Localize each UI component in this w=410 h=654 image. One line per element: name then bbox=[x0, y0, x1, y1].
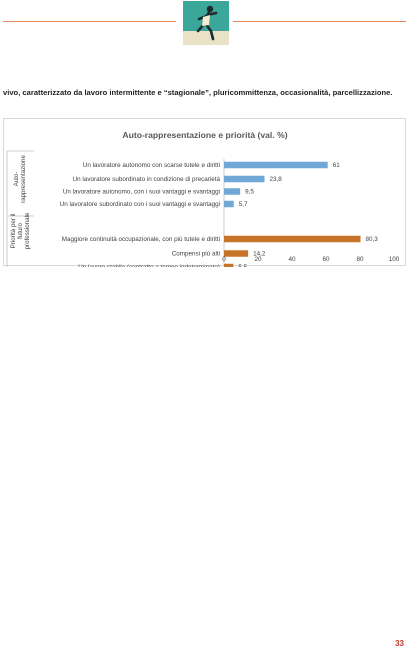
group-label: Priorità per ilfuturoprofessionale bbox=[10, 212, 31, 249]
data-label: 14,2 bbox=[253, 251, 266, 258]
data-label: 9,5 bbox=[245, 189, 254, 196]
x-tick-label: 40 bbox=[288, 256, 296, 263]
x-tick-label: 80 bbox=[356, 256, 364, 263]
x-tick-label: 60 bbox=[322, 256, 330, 263]
data-label: 61 bbox=[333, 162, 341, 169]
x-tick-label: 20 bbox=[254, 256, 262, 263]
chart-title: Auto-rappresentazione e priorità (val. %… bbox=[122, 130, 287, 140]
bar bbox=[224, 250, 249, 257]
bar bbox=[224, 235, 361, 243]
bar bbox=[224, 188, 241, 195]
data-label: 5,5 bbox=[238, 264, 247, 267]
category-label: Un lavoratore subordinato in condizione … bbox=[73, 176, 221, 183]
data-label: 80,3 bbox=[366, 236, 379, 243]
data-label: 5,7 bbox=[239, 201, 248, 208]
category-label: Un lavoratore autonomo, con i suoi vanta… bbox=[63, 189, 220, 196]
body-paragraph: vivo, caratterizzato da lavoro intermitt… bbox=[3, 88, 393, 97]
category-label: Maggiore continuità occupazionale, con p… bbox=[62, 236, 220, 243]
bar bbox=[224, 200, 234, 208]
data-label: 23,8 bbox=[269, 176, 282, 183]
group-label: Auto-rappresentazione bbox=[13, 155, 27, 203]
bar bbox=[224, 161, 328, 169]
page-number: 33 bbox=[395, 639, 404, 648]
bar bbox=[224, 263, 234, 267]
runner-logo-icon bbox=[183, 1, 229, 45]
category-label: Un lavoro stabile (contratto a tempo ind… bbox=[78, 264, 220, 267]
header-rule-left bbox=[3, 21, 176, 22]
category-label: Compensi più alti bbox=[172, 251, 220, 258]
chart-container: Auto-rappresentazione e priorità (val. %… bbox=[3, 118, 406, 267]
category-label: Un lavoratore autonomo con scarse tutele… bbox=[83, 162, 220, 169]
category-label: Un lavoratore subordinato con i suoi van… bbox=[60, 201, 220, 208]
bar bbox=[224, 175, 265, 183]
x-tick-label: 0 bbox=[222, 256, 226, 263]
bar-chart: Auto-rappresentazione e priorità (val. %… bbox=[6, 130, 400, 267]
header-rule-right bbox=[233, 21, 406, 22]
x-tick-label: 100 bbox=[389, 256, 400, 263]
